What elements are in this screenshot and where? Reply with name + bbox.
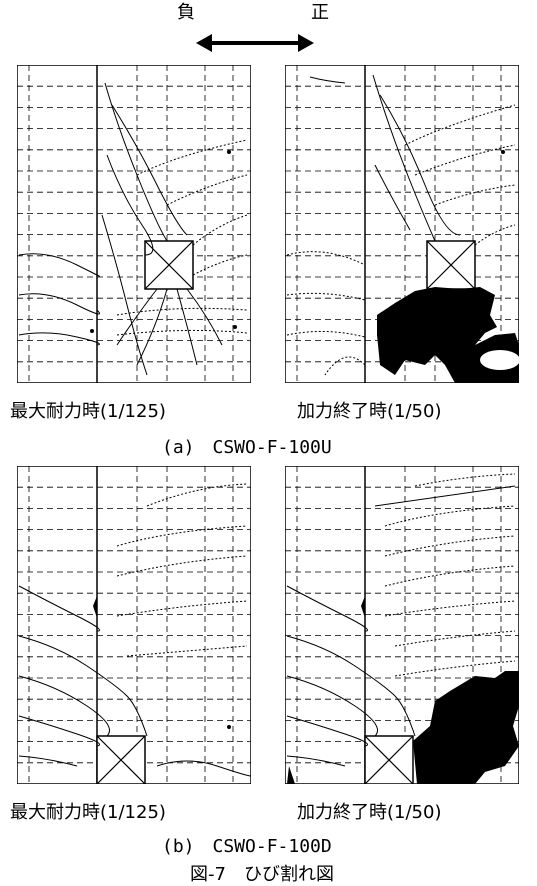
figure-a-label: (a) CSWO-F-100U <box>162 437 332 458</box>
crack-panel-b-end <box>285 466 519 784</box>
direction-negative-label: 負 <box>177 2 195 23</box>
figure-b-label: (b) CSWO-F-100D <box>162 836 332 857</box>
caption-peak-b: 最大耐力時(1/125) <box>10 802 166 823</box>
direction-positive-label: 正 <box>311 2 329 23</box>
crack-panel-a-end <box>285 65 519 383</box>
caption-end-b: 加力終了時(1/50) <box>297 802 442 823</box>
caption-end-a: 加力終了時(1/50) <box>297 401 442 422</box>
caption-peak-a: 最大耐力時(1/125) <box>10 401 166 422</box>
crack-panel-b-peak <box>17 466 251 784</box>
grid-lines <box>17 466 251 784</box>
figure-title: 図-7 ひび割れ図 <box>190 864 334 885</box>
double-arrow-icon <box>196 34 314 52</box>
grid-lines <box>17 65 251 383</box>
crack-panel-a-peak <box>17 65 251 383</box>
